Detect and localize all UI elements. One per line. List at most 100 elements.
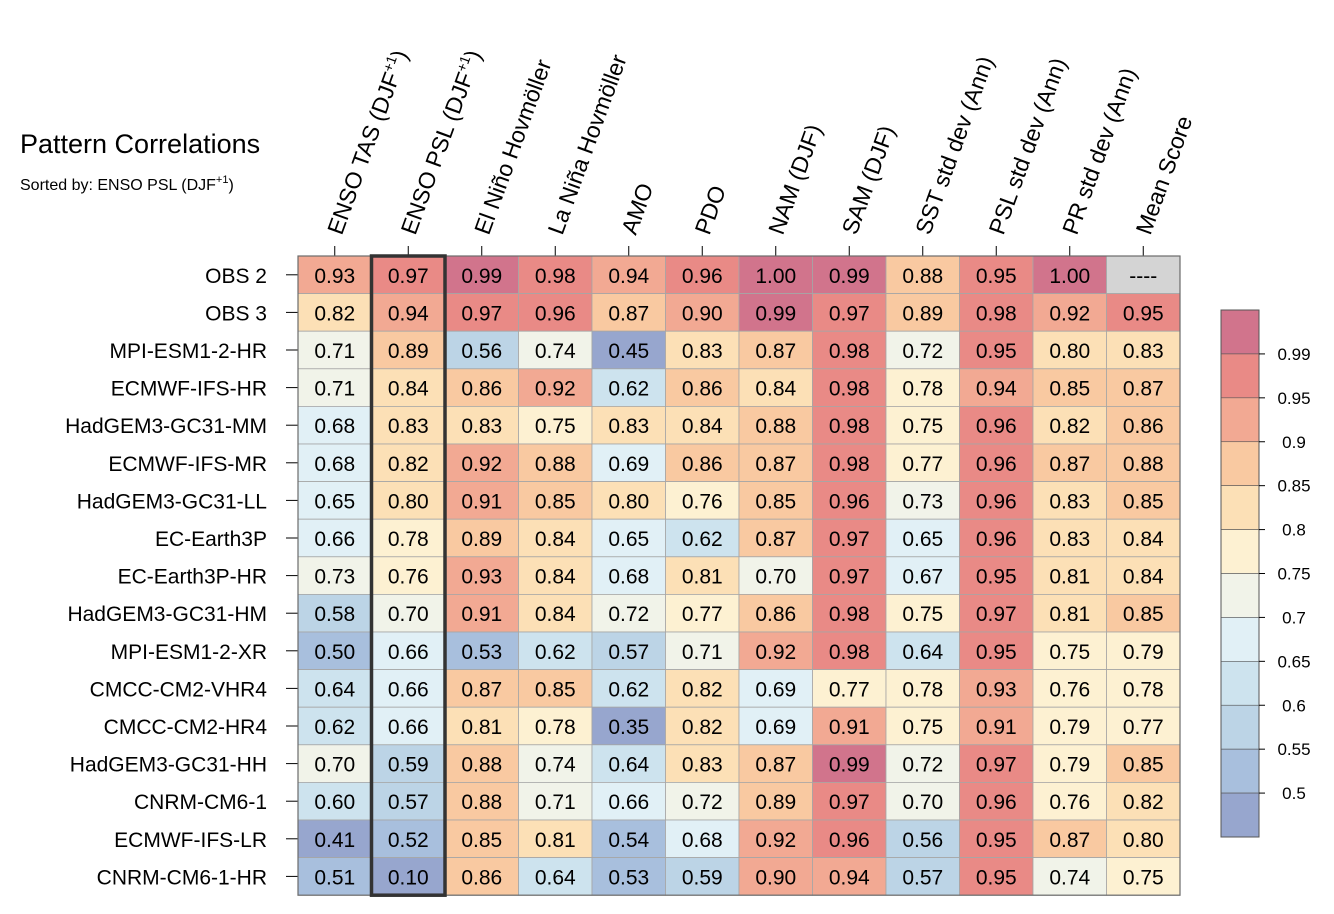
cell-value-label: 0.83 bbox=[388, 415, 429, 438]
cell-value-label: 0.97 bbox=[829, 566, 870, 589]
heatmap-cell bbox=[959, 782, 1034, 821]
cell-value-label: 0.57 bbox=[608, 641, 649, 664]
heatmap-cell bbox=[738, 631, 813, 670]
cell-value-label: 0.94 bbox=[976, 378, 1017, 401]
heatmap-cell bbox=[591, 481, 666, 520]
heatmap-cell bbox=[665, 293, 740, 332]
cell-value-label: 0.98 bbox=[976, 302, 1017, 325]
cell-value-label: 0.83 bbox=[461, 415, 502, 438]
cell-value-label: 0.56 bbox=[902, 829, 943, 852]
heatmap-cell bbox=[738, 819, 813, 858]
heatmap-cell bbox=[444, 594, 519, 633]
cell-value-label: 0.84 bbox=[1123, 566, 1164, 589]
cell-value-label: 0.82 bbox=[314, 302, 355, 325]
heatmap-cell bbox=[591, 669, 666, 708]
heatmap-cell bbox=[738, 255, 813, 294]
cell-value-label: 0.76 bbox=[1049, 791, 1090, 814]
cell-value-label: 0.99 bbox=[829, 754, 870, 777]
cell-value-label: 0.87 bbox=[1123, 378, 1164, 401]
cell-value-label: 0.95 bbox=[976, 265, 1017, 288]
row-label: MPI-ESM1-2-HR bbox=[109, 340, 267, 363]
cell-value-label: 0.41 bbox=[314, 829, 355, 852]
subtitle-superscript: +1 bbox=[216, 174, 229, 186]
row-label: EC-Earth3P-HR bbox=[118, 566, 267, 589]
cell-value-label: 0.91 bbox=[461, 603, 502, 626]
colorbar-segment bbox=[1220, 704, 1260, 750]
heatmap-cell bbox=[518, 631, 593, 670]
row-label: ECMWF-IFS-HR bbox=[111, 378, 267, 401]
cell-value-label: 0.87 bbox=[608, 302, 649, 325]
cell-value-label: 0.91 bbox=[461, 490, 502, 513]
cell-value-label: 0.79 bbox=[1049, 716, 1090, 739]
cell-value-label: 0.70 bbox=[902, 791, 943, 814]
heatmap-cell bbox=[1032, 782, 1107, 821]
row-label: ECMWF-IFS-LR bbox=[114, 829, 267, 852]
cell-value-label: 0.68 bbox=[314, 453, 355, 476]
cell-value-label: 1.00 bbox=[755, 265, 796, 288]
heatmap-cell bbox=[885, 481, 960, 520]
cell-value-label: 0.89 bbox=[755, 791, 796, 814]
cell-value-label: 0.96 bbox=[976, 490, 1017, 513]
heatmap-cell bbox=[591, 706, 666, 746]
column-label-text: La Niña Hovmöller bbox=[543, 51, 632, 238]
cell-value-label: 0.96 bbox=[976, 528, 1017, 551]
cell-value-label: 0.64 bbox=[535, 866, 576, 889]
cell-value-label: 0.80 bbox=[388, 490, 429, 513]
row-label: ECMWF-IFS-MR bbox=[108, 453, 267, 476]
cell-value-label: 0.80 bbox=[608, 490, 649, 513]
cell-value-label: 0.95 bbox=[976, 566, 1017, 589]
cell-value-label: 0.78 bbox=[388, 528, 429, 551]
heatmap-cell bbox=[665, 744, 740, 783]
heatmap-cell bbox=[665, 594, 740, 633]
cell-value-label: 0.78 bbox=[902, 678, 943, 701]
cell-value-label: 0.60 bbox=[314, 791, 355, 814]
colorbar-tick-label: 0.99 bbox=[1277, 345, 1310, 364]
heatmap-cell bbox=[1032, 368, 1107, 407]
heatmap-cell bbox=[812, 782, 887, 821]
heatmap-cell bbox=[591, 443, 666, 482]
cell-value-label: 0.73 bbox=[314, 566, 355, 589]
row-label: EC-Earth3P bbox=[155, 528, 267, 551]
cell-value-label: 0.93 bbox=[976, 678, 1017, 701]
heatmap-cell bbox=[591, 782, 666, 821]
heatmap-cell bbox=[959, 405, 1034, 445]
heatmap-cell bbox=[885, 293, 960, 332]
heatmap-cell bbox=[297, 481, 372, 520]
heatmap-cell bbox=[959, 255, 1034, 294]
cell-value-label: 0.81 bbox=[1049, 603, 1090, 626]
heatmap-cell bbox=[665, 255, 740, 294]
column-label: PSL std dev (Ann) bbox=[984, 54, 1072, 237]
row-label: CNRM-CM6-1-HR bbox=[97, 866, 267, 889]
cell-value-label: 0.84 bbox=[755, 378, 796, 401]
cell-value-label: 0.66 bbox=[388, 716, 429, 739]
colorbar-segment bbox=[1220, 573, 1260, 618]
heatmap-cell bbox=[738, 405, 813, 445]
cell-value-label: 0.72 bbox=[902, 340, 943, 363]
column-label: ENSO PSL (DJF+1) bbox=[395, 46, 487, 238]
heatmap-cell bbox=[371, 744, 446, 783]
cell-value-label: 0.88 bbox=[535, 453, 576, 476]
subtitle-suffix: ) bbox=[228, 177, 233, 194]
cell-value-label: 0.70 bbox=[755, 566, 796, 589]
heatmap-cell bbox=[444, 330, 519, 370]
cell-value-label: 0.93 bbox=[461, 566, 502, 589]
heatmap-cell bbox=[885, 782, 960, 821]
heatmap-cell bbox=[959, 857, 1034, 896]
row-label: HadGEM3-GC31-HH bbox=[70, 754, 267, 777]
heatmap-cell bbox=[738, 481, 813, 520]
heatmap-cell bbox=[1032, 744, 1107, 783]
cell-value-label: 0.97 bbox=[829, 302, 870, 325]
heatmap-cell bbox=[444, 255, 519, 294]
heatmap-cell bbox=[885, 443, 960, 482]
cell-value-label: 0.79 bbox=[1123, 641, 1164, 664]
heatmap-cell bbox=[1032, 669, 1107, 708]
cell-value-label: 0.86 bbox=[755, 603, 796, 626]
cell-value-label: 0.76 bbox=[682, 490, 723, 513]
column-label-text: Mean Score bbox=[1131, 112, 1198, 237]
cell-value-label: 0.86 bbox=[461, 378, 502, 401]
heatmap-cell bbox=[1032, 255, 1107, 294]
subtitle-text: Sorted by: ENSO PSL (DJF bbox=[20, 177, 216, 194]
heatmap-cell bbox=[444, 744, 519, 783]
cell-value-label: 0.66 bbox=[388, 678, 429, 701]
heatmap-cell bbox=[738, 744, 813, 783]
